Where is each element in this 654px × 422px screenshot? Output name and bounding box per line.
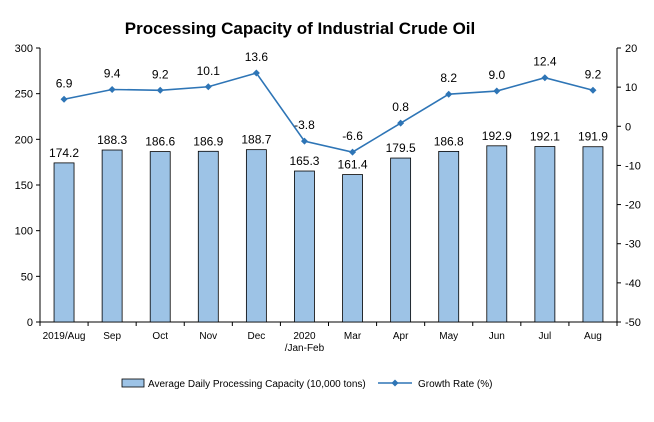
x-tick-label: 2020 xyxy=(293,331,316,342)
x-tick-label: Oct xyxy=(152,331,168,342)
y-right-tick-label: -10 xyxy=(625,160,641,172)
growth-labels: 6.9 9.4 9.2 10.1 13.6 -3.8 -6.6 0.8 8.2 9.0 12.4 9.… xyxy=(56,50,602,143)
y-left-tick-label: 50 xyxy=(21,271,33,283)
y-right-tick-label: -30 xyxy=(625,239,641,251)
bar-value-label: 174.2 xyxy=(49,146,79,160)
x-tick-label: Apr xyxy=(393,331,409,342)
bar xyxy=(53,162,75,323)
x-tick-label: Nov xyxy=(199,331,217,342)
x-tick-label: Mar xyxy=(344,331,362,342)
growth-value-label: 13.6 xyxy=(245,50,269,64)
bar xyxy=(342,174,363,323)
x-tick-label: Sep xyxy=(103,331,121,342)
growth-value-label: -3.8 xyxy=(294,118,315,132)
bar-value-label: 186.9 xyxy=(193,134,223,148)
growth-point xyxy=(204,83,212,91)
bar xyxy=(245,149,267,323)
bar-value-label: 191.9 xyxy=(578,130,608,144)
growth-line xyxy=(60,69,597,156)
x-tick-label: May xyxy=(439,331,458,342)
growth-point xyxy=(493,87,501,95)
growth-value-label: 9.4 xyxy=(104,66,121,80)
bar-value-label: 192.1 xyxy=(530,130,560,144)
bar-value-label: 188.3 xyxy=(97,133,127,147)
y-left-tick-label: 100 xyxy=(15,226,33,238)
growth-polyline xyxy=(63,72,594,153)
y-left-tick-label: 150 xyxy=(15,180,33,192)
x-tick-label: Jul xyxy=(538,331,551,342)
bar xyxy=(438,150,460,323)
bar xyxy=(101,149,123,323)
y-left-tick-label: 0 xyxy=(27,317,33,329)
x-tick-label: /Jan-Feb xyxy=(285,343,325,354)
growth-point xyxy=(252,69,260,77)
bar xyxy=(197,150,219,323)
growth-point xyxy=(300,137,308,145)
bar-value-label: 188.7 xyxy=(241,133,271,147)
growth-point xyxy=(156,86,164,94)
growth-value-label: 12.4 xyxy=(533,55,557,69)
growth-value-label: 10.1 xyxy=(197,64,221,78)
x-tick-label: Dec xyxy=(247,331,265,342)
bar xyxy=(582,146,604,323)
y-left-tick-label: 300 xyxy=(15,43,33,55)
legend: Average Daily Processing Capacity (10,00… xyxy=(121,378,492,390)
bar-value-label: 186.6 xyxy=(145,135,175,149)
x-tick-label: Jun xyxy=(489,331,505,342)
axes: 0 50 100 150 200 250 300 -50 -40 -30 -20 -10 0 10 20 xyxy=(15,43,641,329)
growth-value-label: 9.2 xyxy=(585,67,602,81)
growth-point xyxy=(60,95,68,103)
x-tick-label: 2019/Aug xyxy=(43,331,86,342)
growth-value-label: 0.8 xyxy=(392,100,409,114)
bar xyxy=(149,151,171,323)
growth-value-label: 6.9 xyxy=(56,76,73,90)
bars xyxy=(53,145,604,323)
y-right-tick-label: -40 xyxy=(625,278,641,290)
chart-title: Processing Capacity of Industrial Crude … xyxy=(125,19,475,38)
y-right-tick-label: 0 xyxy=(625,121,631,133)
growth-point xyxy=(108,85,116,93)
bar-value-label: 179.5 xyxy=(386,141,416,155)
y-right-tick-label: 20 xyxy=(625,43,637,55)
growth-point xyxy=(589,86,597,94)
bar-value-label: 161.4 xyxy=(338,158,368,172)
bar xyxy=(294,170,315,323)
bar xyxy=(486,145,508,323)
growth-value-label: 9.2 xyxy=(152,67,169,81)
bar xyxy=(534,146,556,323)
growth-point xyxy=(349,148,357,156)
bar xyxy=(390,157,412,323)
bar-value-label: 192.9 xyxy=(482,129,512,143)
growth-value-label: -6.6 xyxy=(342,129,363,143)
y-left-tick-label: 250 xyxy=(15,89,33,101)
y-right-tick-label: -20 xyxy=(625,200,641,212)
growth-point xyxy=(541,74,549,82)
growth-point xyxy=(397,119,405,127)
legend-line-marker xyxy=(391,379,399,387)
bar-labels: 174.2 188.3 186.6 186.9 188.7 165.3 161.4 179.5… xyxy=(49,129,608,172)
growth-value-label: 9.0 xyxy=(488,68,505,82)
legend-bar-label: Average Daily Processing Capacity (10,00… xyxy=(148,379,366,390)
y-left-tick-label: 200 xyxy=(15,134,33,146)
growth-point xyxy=(445,90,453,98)
x-tick-label: Aug xyxy=(584,331,602,342)
bar-value-label: 165.3 xyxy=(289,154,319,168)
x-tick-labels: 2019/Aug Sep Oct Nov Dec 2020/Jan-Feb Mar Apr Ma… xyxy=(43,331,602,354)
y-right-tick-label: -50 xyxy=(625,317,641,329)
growth-value-label: 8.2 xyxy=(440,71,457,85)
legend-line-label: Growth Rate (%) xyxy=(418,379,492,390)
legend-bar-swatch xyxy=(121,378,145,388)
y-right-tick-label: 10 xyxy=(625,82,637,94)
bar-value-label: 186.8 xyxy=(434,134,464,148)
